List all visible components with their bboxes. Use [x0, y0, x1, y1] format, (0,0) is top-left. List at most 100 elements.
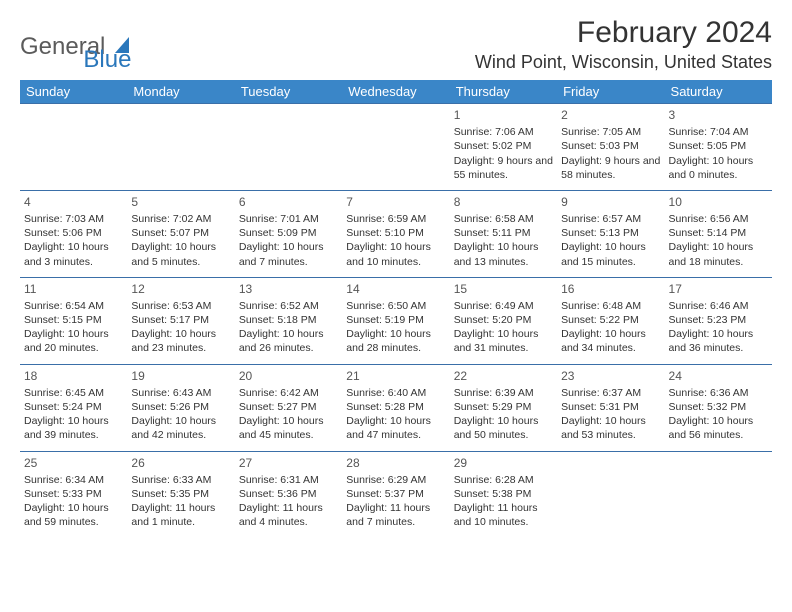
daylight-line: Daylight: 10 hours and 26 minutes. [239, 327, 338, 355]
sunset-line: Sunset: 5:07 PM [131, 226, 230, 240]
sunrise-line: Sunrise: 6:31 AM [239, 473, 338, 487]
calendar-cell: 19 Sunrise: 6:43 AMSunset: 5:26 PMDayligh… [127, 364, 234, 451]
day-number: 15 [454, 281, 553, 297]
sunset-line: Sunset: 5:05 PM [669, 139, 768, 153]
calendar-cell: 2Sunrise: 7:05 AMSunset: 5:03 PMDaylight… [557, 104, 664, 191]
calendar-table: SundayMondayTuesdayWednesdayThursdayFrid… [20, 80, 772, 537]
daylight-line: Daylight: 10 hours and 34 minutes. [561, 327, 660, 355]
weekday-header: Monday [127, 80, 234, 104]
sunset-line: Sunset: 5:22 PM [561, 313, 660, 327]
day-number: 25 [24, 455, 123, 471]
sunrise-line: Sunrise: 6:56 AM [669, 212, 768, 226]
daylight-line: Daylight: 10 hours and 3 minutes. [24, 240, 123, 268]
logo: General Blue [20, 20, 131, 74]
calendar-body: 1Sunrise: 7:06 AMSunset: 5:02 PMDaylight… [20, 104, 772, 538]
sunset-line: Sunset: 5:33 PM [24, 487, 123, 501]
day-number: 26 [131, 455, 230, 471]
sunrise-line: Sunrise: 6:50 AM [346, 299, 445, 313]
sunset-line: Sunset: 5:11 PM [454, 226, 553, 240]
calendar-cell: 21Sunrise: 6:40 AMSunset: 5:28 PMDayligh… [342, 364, 449, 451]
calendar-cell-empty [342, 104, 449, 191]
calendar-cell: 23Sunrise: 6:37 AMSunset: 5:31 PMDayligh… [557, 364, 664, 451]
daylight-line: Daylight: 10 hours and 53 minutes. [561, 414, 660, 442]
sunrise-line: Sunrise: 7:02 AM [131, 212, 230, 226]
month-title: February 2024 [475, 16, 772, 50]
calendar-cell: 11Sunrise: 6:54 AMSunset: 5:15 PMDayligh… [20, 277, 127, 364]
calendar-cell: 4Sunrise: 7:03 AMSunset: 5:06 PMDaylight… [20, 190, 127, 277]
sunset-line: Sunset: 5:03 PM [561, 139, 660, 153]
sunrise-line: Sunrise: 6:28 AM [454, 473, 553, 487]
day-number: 7 [346, 194, 445, 210]
day-number: 22 [454, 368, 553, 384]
day-number: 28 [346, 455, 445, 471]
sunrise-line: Sunrise: 6:45 AM [24, 386, 123, 400]
day-number: 20 [239, 368, 338, 384]
calendar-cell: 29Sunrise: 6:28 AMSunset: 5:38 PMDayligh… [450, 451, 557, 537]
daylight-line: Daylight: 10 hours and 36 minutes. [669, 327, 768, 355]
sunset-line: Sunset: 5:26 PM [131, 400, 230, 414]
daylight-line: Daylight: 10 hours and 42 minutes. [131, 414, 230, 442]
day-number: 29 [454, 455, 553, 471]
daylight-line: Daylight: 10 hours and 18 minutes. [669, 240, 768, 268]
daylight-line: Daylight: 11 hours and 4 minutes. [239, 501, 338, 529]
sunrise-line: Sunrise: 7:06 AM [454, 125, 553, 139]
calendar-cell-empty [235, 104, 342, 191]
sunrise-line: Sunrise: 6:43 AM [131, 386, 230, 400]
daylight-line: Daylight: 10 hours and 5 minutes. [131, 240, 230, 268]
daylight-line: Daylight: 10 hours and 39 minutes. [24, 414, 123, 442]
daylight-line: Daylight: 10 hours and 0 minutes. [669, 154, 768, 182]
calendar-cell: 1Sunrise: 7:06 AMSunset: 5:02 PMDaylight… [450, 104, 557, 191]
daylight-line: Daylight: 10 hours and 45 minutes. [239, 414, 338, 442]
header: General Blue February 2024 Wind Point, W… [20, 16, 772, 74]
calendar-cell: 20Sunrise: 6:42 AMSunset: 5:27 PMDayligh… [235, 364, 342, 451]
day-number: 21 [346, 368, 445, 384]
daylight-line: Daylight: 9 hours and 58 minutes. [561, 154, 660, 182]
sunrise-line: Sunrise: 7:04 AM [669, 125, 768, 139]
calendar-cell: 25Sunrise: 6:34 AMSunset: 5:33 PMDayligh… [20, 451, 127, 537]
sunset-line: Sunset: 5:37 PM [346, 487, 445, 501]
sunrise-line: Sunrise: 6:29 AM [346, 473, 445, 487]
sunrise-line: Sunrise: 6:54 AM [24, 299, 123, 313]
day-number: 6 [239, 194, 338, 210]
sunrise-line: Sunrise: 6:53 AM [131, 299, 230, 313]
sunrise-line: Sunrise: 6:58 AM [454, 212, 553, 226]
day-number: 5 [131, 194, 230, 210]
logo-text-blue: Blue [83, 46, 131, 74]
sunrise-line: Sunrise: 6:36 AM [669, 386, 768, 400]
title-block: February 2024 Wind Point, Wisconsin, Uni… [475, 16, 772, 73]
weekday-header: Thursday [450, 80, 557, 104]
day-number: 24 [669, 368, 768, 384]
day-number: 4 [24, 194, 123, 210]
calendar-cell-empty [127, 104, 234, 191]
calendar-cell: 7Sunrise: 6:59 AMSunset: 5:10 PMDaylight… [342, 190, 449, 277]
day-number: 23 [561, 368, 660, 384]
daylight-line: Daylight: 10 hours and 15 minutes. [561, 240, 660, 268]
daylight-line: Daylight: 11 hours and 1 minute. [131, 501, 230, 529]
sunset-line: Sunset: 5:18 PM [239, 313, 338, 327]
daylight-line: Daylight: 10 hours and 7 minutes. [239, 240, 338, 268]
sunrise-line: Sunrise: 7:05 AM [561, 125, 660, 139]
day-number: 17 [669, 281, 768, 297]
day-number: 18 [24, 368, 123, 384]
calendar-row: 18Sunrise: 6:45 AMSunset: 5:24 PMDayligh… [20, 364, 772, 451]
daylight-line: Daylight: 11 hours and 7 minutes. [346, 501, 445, 529]
day-number: 11 [24, 281, 123, 297]
daylight-line: Daylight: 10 hours and 31 minutes. [454, 327, 553, 355]
sunset-line: Sunset: 5:19 PM [346, 313, 445, 327]
daylight-line: Daylight: 10 hours and 23 minutes. [131, 327, 230, 355]
sunset-line: Sunset: 5:17 PM [131, 313, 230, 327]
sunrise-line: Sunrise: 6:39 AM [454, 386, 553, 400]
daylight-line: Daylight: 10 hours and 59 minutes. [24, 501, 123, 529]
calendar-cell: 8Sunrise: 6:58 AMSunset: 5:11 PMDaylight… [450, 190, 557, 277]
day-number: 19 [131, 368, 230, 384]
calendar-cell: 5 Sunrise: 7:02 AMSunset: 5:07 PMDaylight… [127, 190, 234, 277]
sunrise-line: Sunrise: 7:01 AM [239, 212, 338, 226]
calendar-cell: 28 Sunrise: 6:29 AMSunset: 5:37 PMDayligh… [342, 451, 449, 537]
calendar-cell: 16Sunrise: 6:48 AMSunset: 5:22 PMDayligh… [557, 277, 664, 364]
sunset-line: Sunset: 5:06 PM [24, 226, 123, 240]
daylight-line: Daylight: 10 hours and 13 minutes. [454, 240, 553, 268]
sunset-line: Sunset: 5:24 PM [24, 400, 123, 414]
sunset-line: Sunset: 5:32 PM [669, 400, 768, 414]
sunrise-line: Sunrise: 6:57 AM [561, 212, 660, 226]
sunrise-line: Sunrise: 6:49 AM [454, 299, 553, 313]
